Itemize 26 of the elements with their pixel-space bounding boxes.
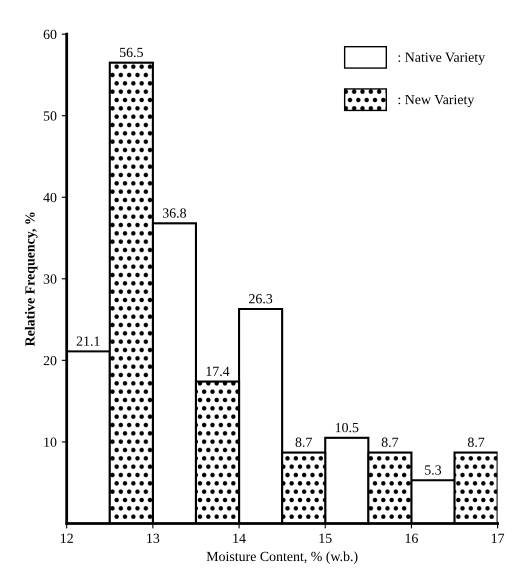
y-tick-label: 30 xyxy=(44,274,56,284)
x-tick-label: 16 xyxy=(406,534,418,543)
data-label: 10.5 xyxy=(336,422,358,432)
data-label: 8.7 xyxy=(468,438,484,447)
y-tick-label: 50 xyxy=(44,111,56,121)
x-tick-label: 13 xyxy=(147,534,160,543)
data-label: 36.8 xyxy=(162,208,186,218)
legend-label: : New Variety xyxy=(398,94,474,108)
legend-label: : Native Variety xyxy=(398,52,486,65)
data-label: 5.3 xyxy=(425,465,442,475)
data-label: 8.7 xyxy=(382,438,398,447)
y-axis-title: Relative Frequency, % xyxy=(24,212,38,346)
data-label: 21.1 xyxy=(76,336,100,346)
x-tick-label: 15 xyxy=(320,534,332,543)
y-tick-label: 20 xyxy=(44,356,56,366)
y-tick-label: 10 xyxy=(44,438,56,447)
y-tick-label: 60 xyxy=(44,30,56,40)
x-tick-label: 12 xyxy=(60,534,73,543)
data-label: 56.5 xyxy=(120,48,143,58)
x-axis-title: Moisture Content, % (w.b.) xyxy=(206,551,358,564)
data-label: 8.7 xyxy=(296,438,312,447)
x-tick-label: 17 xyxy=(492,534,504,543)
x-tick-label: 14 xyxy=(233,534,246,543)
data-label: 26.3 xyxy=(249,294,272,304)
data-label: 17.4 xyxy=(206,366,230,376)
y-tick-label: 40 xyxy=(43,192,56,202)
